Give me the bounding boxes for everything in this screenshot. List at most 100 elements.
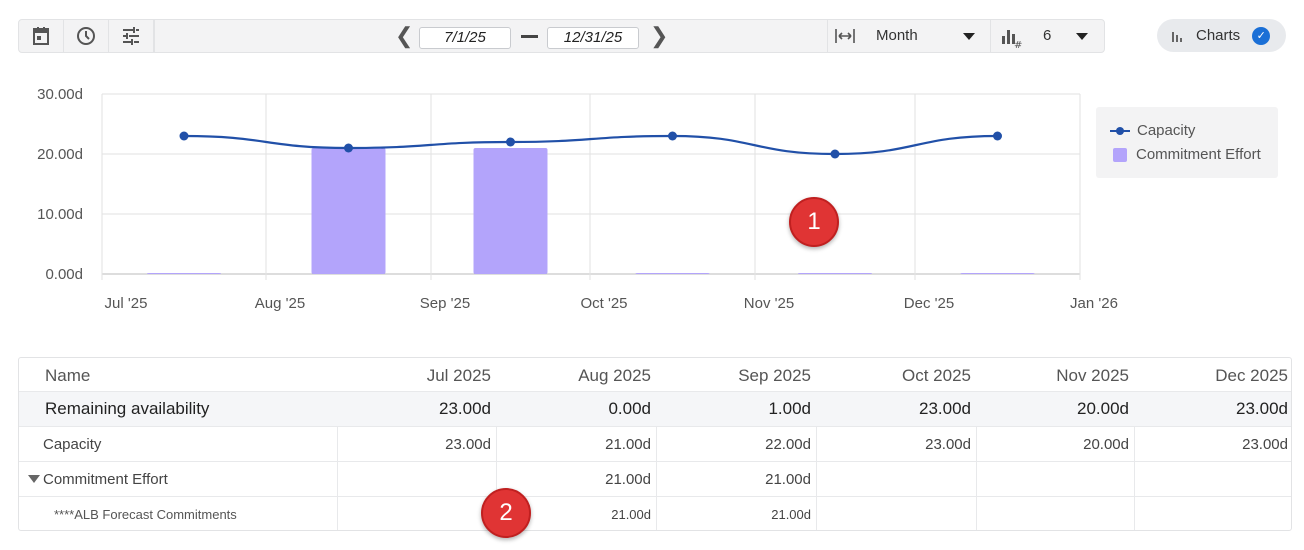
y-tick-label: 20.00d	[37, 146, 83, 163]
toolbar: ❮ 7/1/25 12/31/25 ❯ Month # 6	[18, 19, 1105, 53]
legend-item-commitment-effort[interactable]: Commitment Effort	[1113, 146, 1261, 163]
row-label: Remaining availability	[45, 399, 210, 418]
calendar-icon	[33, 27, 49, 45]
bar-commitment-effort	[311, 148, 386, 274]
table-header: Name Jul 2025 Aug 2025 Sep 2025 Oct 2025 Nov …	[19, 358, 1291, 393]
row-value: 0.00d	[608, 399, 651, 418]
start-date-input[interactable]: 7/1/25	[419, 27, 511, 49]
point-capacity	[344, 143, 353, 153]
x-tick-label: Nov '25	[744, 295, 794, 312]
sliders-icon	[123, 27, 139, 45]
point-capacity	[179, 131, 189, 141]
table-row[interactable]: Commitment Effort 21.00d 21.00d	[19, 461, 1291, 496]
table-row[interactable]: Capacity 23.00d 21.00d 22.00d 23.00d 20.00d 23…	[19, 426, 1291, 461]
row-value: 23.00d	[816, 427, 976, 461]
range-dash	[521, 35, 538, 38]
x-tick-label: Dec '25	[904, 295, 954, 312]
y-tick-label: 0.00d	[45, 266, 83, 283]
row-value: 21.00d	[496, 462, 656, 496]
bar-commitment-effort	[798, 273, 872, 274]
collapse-triangle-icon[interactable]	[28, 475, 40, 483]
column-header: Name	[45, 365, 91, 385]
row-label: ****ALB Forecast Commitments	[54, 506, 237, 522]
count-select-value: 6	[1043, 27, 1052, 44]
bar-commitment-effort	[635, 273, 710, 274]
clock-icon	[77, 27, 95, 45]
column-header: Sep 2025	[738, 365, 811, 385]
row-value: 22.00d	[656, 427, 816, 461]
point-capacity	[993, 131, 1002, 141]
calendar-button[interactable]	[19, 20, 64, 52]
count-select[interactable]: # 6	[990, 20, 1104, 52]
legend-label: Capacity	[1137, 122, 1196, 139]
row-name: Commitment Effort	[19, 462, 337, 496]
chevron-down-icon	[1076, 33, 1088, 40]
bar-swatch-icon	[1113, 147, 1127, 162]
width-icon	[835, 29, 855, 43]
charts-label: Charts	[1196, 27, 1241, 44]
x-tick-label: Sep '25	[420, 295, 470, 312]
row-value: 1.00d	[768, 399, 811, 418]
chevron-down-icon	[963, 33, 975, 40]
row-value: 20.00d	[976, 427, 1134, 461]
annotation-marker-2: 2	[481, 488, 531, 538]
row-name: ****ALB Forecast Commitments	[19, 497, 337, 530]
bar-chart-icon	[1172, 31, 1182, 42]
row-value	[816, 497, 976, 530]
y-tick-label: 30.00d	[37, 86, 83, 103]
column-header: Nov 2025	[1056, 365, 1129, 385]
row-name: Remaining availability	[19, 392, 337, 426]
column-header: Oct 2025	[902, 365, 971, 385]
next-period-button[interactable]: ❯	[650, 23, 669, 48]
row-value	[337, 462, 496, 496]
chart-legend: Capacity Commitment Effort	[1096, 107, 1278, 178]
chart: 0.00d 10.00d 20.00d 30.00d Jul '25 Aug '25 Sep…	[37, 86, 1118, 312]
row-value: 23.00d	[439, 399, 491, 418]
row-value: 23.00d	[1134, 427, 1291, 461]
y-tick-label: 10.00d	[37, 206, 83, 223]
row-value: 20.00d	[1077, 399, 1129, 418]
x-tick-label: Jan '26	[1070, 295, 1118, 312]
column-header: Aug 2025	[578, 365, 651, 385]
row-value	[976, 462, 1134, 496]
history-button[interactable]	[64, 20, 109, 52]
row-value	[1134, 462, 1291, 496]
row-value: 23.00d	[1236, 399, 1288, 418]
bar-commitment-effort	[147, 273, 221, 274]
row-label: Capacity	[43, 435, 102, 453]
row-value	[976, 497, 1134, 530]
row-value: 23.00d	[337, 427, 496, 461]
end-date-input[interactable]: 12/31/25	[547, 27, 639, 49]
check-circle-icon: ✓	[1252, 26, 1271, 45]
point-capacity	[830, 149, 840, 159]
settings-button[interactable]	[109, 20, 154, 52]
column-header: Dec 2025	[1215, 365, 1288, 385]
row-label: Commitment Effort	[43, 470, 168, 488]
period-select[interactable]: Month	[827, 20, 990, 52]
period-select-value: Month	[876, 27, 918, 44]
prev-period-button[interactable]: ❮	[395, 23, 414, 48]
legend-label: Commitment Effort	[1136, 146, 1261, 163]
x-tick-label: Oct '25	[580, 295, 627, 312]
point-capacity	[668, 131, 677, 141]
table-row[interactable]: Remaining availability 23.00d 0.00d 1.00d 23…	[19, 391, 1291, 426]
bar-commitment-effort	[473, 148, 548, 274]
table-row[interactable]: ****ALB Forecast Commitments 21.00d 21.00d	[19, 496, 1291, 530]
charts-toggle[interactable]: Charts ✓	[1157, 19, 1286, 52]
row-value	[337, 497, 496, 530]
row-value	[816, 462, 976, 496]
x-tick-label: Aug '25	[255, 295, 305, 312]
point-capacity	[506, 137, 515, 147]
row-value: 21.00d	[656, 497, 816, 530]
row-value: 23.00d	[919, 399, 971, 418]
legend-item-capacity[interactable]: Capacity	[1110, 122, 1195, 139]
column-header: Jul 2025	[426, 365, 491, 385]
row-value: 21.00d	[496, 427, 656, 461]
row-value: 21.00d	[656, 462, 816, 496]
row-name: Capacity	[19, 427, 337, 461]
data-table: Name Jul 2025 Aug 2025 Sep 2025 Oct 2025 Nov …	[18, 357, 1292, 531]
line-swatch-icon	[1110, 126, 1130, 135]
svg-text:#: #	[1014, 40, 1022, 48]
annotation-marker-1: 1	[789, 197, 839, 247]
line-capacity	[183, 134, 998, 156]
